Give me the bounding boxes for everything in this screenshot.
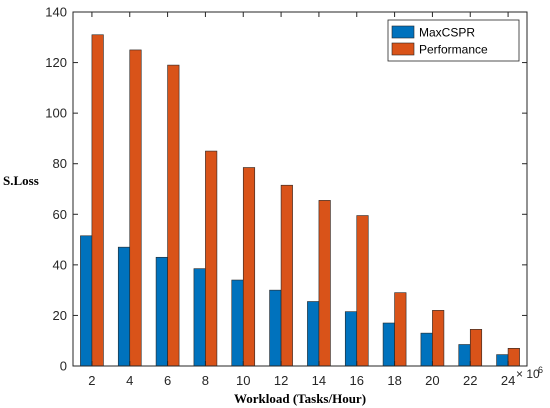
x-tick-label-8: 8 (202, 373, 209, 388)
bar-performance-18 (394, 292, 407, 367)
x-axis-multiplier: × 10 6 (516, 365, 543, 381)
plot-frame (72, 11, 528, 367)
x-tick-label-16: 16 (350, 373, 364, 388)
bar-maxcspr-2 (80, 235, 93, 367)
bar-maxcspr-22 (458, 344, 471, 367)
x-multiplier-exponent: 6 (538, 365, 543, 375)
bar-performance-2 (91, 34, 104, 367)
x-tick-label-10: 10 (236, 373, 250, 388)
bar-performance-14 (318, 200, 331, 367)
y-tick-label-60: 60 (53, 207, 67, 222)
bar-maxcspr-18 (382, 322, 395, 367)
x-tick-label-24: 24 (501, 373, 515, 388)
x-axis-title: Workload (Tasks/Hour) (234, 391, 366, 406)
bar-maxcspr-14 (307, 301, 320, 367)
legend-swatch-maxcspr (391, 25, 415, 39)
bar-maxcspr-12 (269, 289, 282, 367)
y-tick-label-100: 100 (45, 106, 67, 121)
bar-maxcspr-10 (231, 279, 244, 367)
x-tick-label-14: 14 (312, 373, 326, 388)
x-multiplier-base: × 10 (516, 367, 540, 381)
bar-performance-20 (432, 310, 445, 367)
y-tick-label-40: 40 (53, 257, 67, 272)
legend: MaxCSPR Performance (387, 19, 520, 62)
bar-performance-4 (129, 49, 142, 367)
bar-maxcspr-8 (193, 268, 206, 367)
legend-swatch-performance (391, 42, 415, 56)
bar-performance-24 (507, 347, 520, 367)
legend-label-maxcspr: MaxCSPR (419, 26, 475, 40)
x-tick-label-6: 6 (164, 373, 171, 388)
x-tick-label-12: 12 (274, 373, 288, 388)
bar-maxcspr-6 (155, 256, 168, 367)
y-tick-label-140: 140 (45, 5, 67, 20)
x-tick-label-22: 22 (463, 373, 477, 388)
y-tick-label-0: 0 (60, 359, 67, 374)
x-tick-label-4: 4 (126, 373, 133, 388)
y-tick-label-20: 20 (53, 308, 67, 323)
legend-label-performance: Performance (419, 43, 488, 57)
bar-maxcspr-16 (344, 311, 358, 367)
bar-performance-22 (469, 329, 483, 367)
x-tick-label-18: 18 (387, 373, 401, 388)
bar-maxcspr-24 (496, 354, 509, 367)
y-axis-title: S.Loss (3, 173, 39, 188)
bar-performance-16 (356, 215, 369, 367)
x-tick-label-20: 20 (425, 373, 439, 388)
y-tick-label-80: 80 (53, 156, 67, 171)
bar-maxcspr-4 (117, 246, 131, 367)
bar-performance-12 (280, 184, 293, 367)
y-tick-label-120: 120 (45, 55, 67, 70)
bar-performance-10 (242, 167, 256, 367)
bars-layer (80, 34, 520, 367)
x-tick-label-2: 2 (88, 373, 95, 388)
bar-performance-6 (167, 64, 180, 367)
bar-maxcspr-20 (420, 332, 433, 367)
bar-performance-8 (205, 150, 218, 367)
